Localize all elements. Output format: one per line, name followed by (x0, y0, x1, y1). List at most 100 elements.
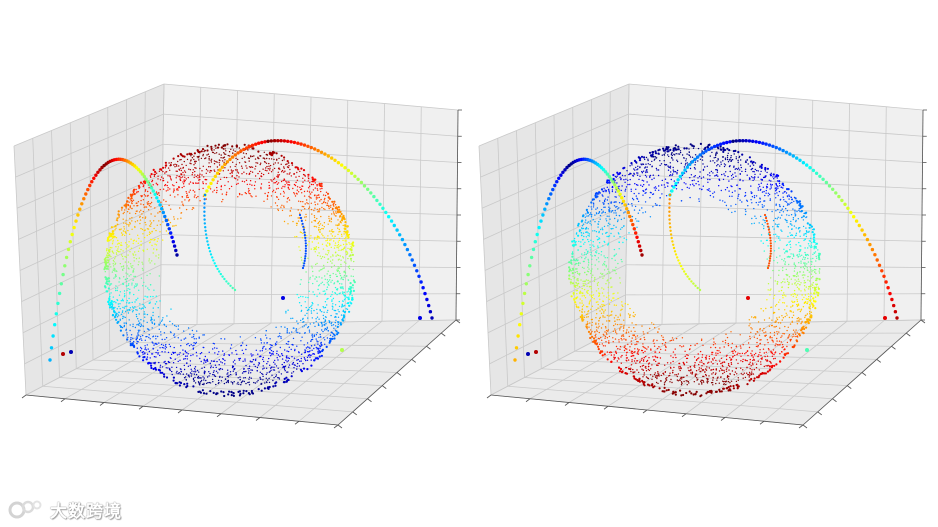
dome-point (167, 351, 170, 354)
dome-point (116, 287, 119, 289)
dome-point (322, 324, 324, 326)
dome-point (698, 367, 701, 369)
dome-point (617, 316, 619, 318)
dome-point (132, 309, 134, 312)
dome-rim-point (162, 373, 166, 376)
dome-point (658, 351, 661, 353)
dome-point (710, 361, 712, 363)
dome-point (149, 273, 151, 275)
dome-rim-point (228, 390, 231, 393)
dome-point (256, 370, 258, 372)
dome-point (619, 329, 621, 331)
dome-point (585, 219, 587, 221)
dome-point (342, 239, 344, 242)
dome-point (136, 205, 138, 207)
dome-point (694, 344, 696, 346)
dome-point (319, 292, 321, 294)
dome-point (146, 228, 149, 230)
dome-rim-point (286, 160, 289, 163)
dome-point (595, 208, 597, 210)
dome-point (213, 360, 216, 362)
dome-point (316, 188, 318, 190)
dome-point (264, 169, 267, 171)
dome-point (194, 194, 196, 196)
dome-rim-point (113, 310, 116, 313)
dome-point (315, 320, 317, 323)
dome-point (283, 367, 286, 369)
dome-point (287, 343, 289, 345)
dome-point (133, 275, 135, 278)
dome-point (133, 257, 135, 259)
dome-point (815, 286, 817, 288)
dome-point (618, 358, 620, 360)
dome-point (793, 262, 795, 264)
dome-point (176, 175, 178, 177)
dome-point (131, 266, 133, 269)
dome-point (651, 160, 653, 163)
dome-point (333, 240, 335, 242)
dome-point (338, 237, 341, 240)
dome-point (712, 362, 714, 365)
dome-point (334, 252, 337, 254)
dome-point (184, 176, 186, 178)
dome-point (122, 306, 124, 309)
dome-point (184, 171, 187, 173)
dome-point (633, 327, 635, 329)
dome-point (614, 328, 616, 330)
dome-point (274, 202, 277, 204)
dome-point (701, 356, 703, 358)
dome-point (247, 191, 250, 193)
dome-point (654, 372, 656, 374)
dome-point (189, 189, 191, 191)
dome-rim-point (331, 200, 334, 203)
dome-point (648, 362, 650, 364)
left-arc-point (92, 176, 96, 180)
dome-point (322, 314, 324, 317)
left-arc-point (90, 180, 94, 184)
dome-point (799, 255, 801, 257)
dome-point (688, 382, 690, 384)
left-arc-point (149, 186, 154, 190)
dome-point (296, 224, 298, 226)
dome-point (289, 215, 291, 217)
dome-point (767, 283, 770, 285)
dome-point (327, 270, 329, 272)
dome-point (309, 323, 311, 325)
right-arc-point (336, 161, 341, 165)
dome-point (214, 170, 216, 173)
dome-point (306, 359, 309, 361)
dome-point (179, 175, 181, 178)
inner-strand-point (211, 256, 214, 259)
dome-point (125, 329, 127, 331)
dome-point (739, 169, 741, 171)
dome-rim-point (333, 337, 336, 340)
dome-point (149, 241, 151, 243)
dome-point (318, 318, 320, 320)
dome-point (623, 338, 625, 340)
dome-rim-point (119, 329, 122, 332)
dome-point (670, 362, 672, 364)
dome-point (587, 266, 589, 268)
dome-point (334, 292, 337, 295)
dome-point (751, 196, 754, 198)
dome-point (312, 183, 314, 186)
dome-point (221, 201, 223, 203)
dome-point (212, 366, 214, 369)
dome-point (583, 294, 585, 297)
dome-point (604, 337, 606, 339)
dome-point (139, 216, 141, 218)
dome-point (304, 219, 307, 221)
right-arc-point (260, 140, 264, 145)
dome-point (310, 202, 312, 204)
dome-point (210, 365, 212, 367)
dome-point (620, 209, 622, 211)
dome-point (744, 168, 747, 170)
dome-point (782, 346, 784, 348)
dome-point (322, 317, 325, 320)
dome-point (267, 379, 269, 381)
dome-point (740, 164, 742, 166)
dome-point (188, 345, 191, 347)
dome-rim-point (328, 197, 331, 200)
dome-rim-point (108, 280, 111, 283)
dome-point (616, 360, 618, 362)
